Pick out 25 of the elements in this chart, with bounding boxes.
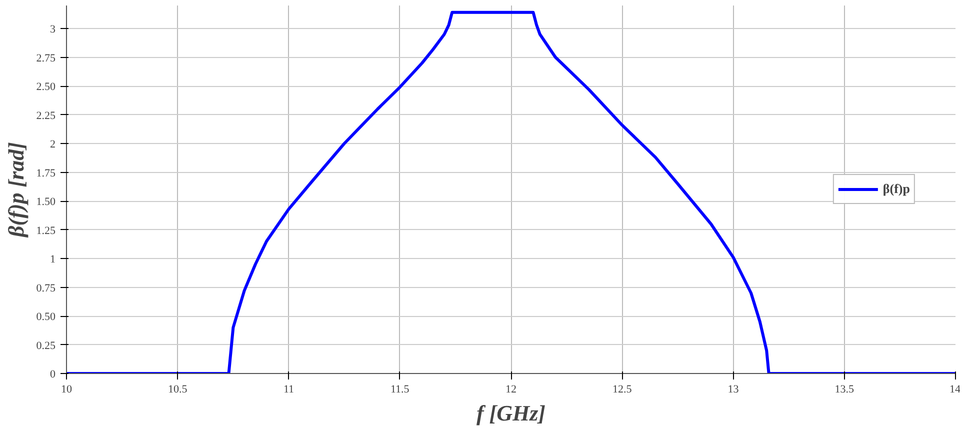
y-tick-label: 1.25 — [36, 224, 56, 237]
y-tick-label: 0.75 — [36, 282, 56, 294]
x-tick-label: 10.5 — [168, 384, 188, 396]
x-tick-label: 11.5 — [390, 384, 410, 396]
y-tick-label: 1.50 — [36, 196, 56, 208]
y-tick-label: 1 — [50, 254, 56, 266]
legend-label: β(f)p — [882, 181, 910, 197]
y-tick-label: 0 — [50, 368, 56, 380]
y-tick-label: 3 — [50, 24, 56, 36]
x-axis-title: f [GHz] — [476, 400, 546, 426]
x-tick-label: 13 — [728, 384, 740, 396]
y-tick-label: 2 — [50, 138, 56, 150]
x-tick-label: 12.5 — [612, 384, 632, 396]
x-tick-label: 12 — [506, 384, 516, 396]
y-tick-label: 0.50 — [36, 311, 56, 323]
y-axis-title: β(f)p [rad] — [3, 142, 28, 238]
y-tick-label: 0.25 — [36, 340, 56, 352]
y-tick-label: 2.25 — [36, 110, 56, 122]
y-tick-label: 2.75 — [36, 52, 56, 64]
x-tick-label: 10 — [61, 384, 72, 396]
x-tick-label: 11 — [283, 384, 294, 396]
y-tick-label: 2.50 — [36, 81, 56, 93]
x-tick-label: 14 — [950, 384, 961, 396]
y-tick-label: 1.75 — [36, 167, 56, 180]
x-tick-label: 13.5 — [834, 384, 854, 396]
